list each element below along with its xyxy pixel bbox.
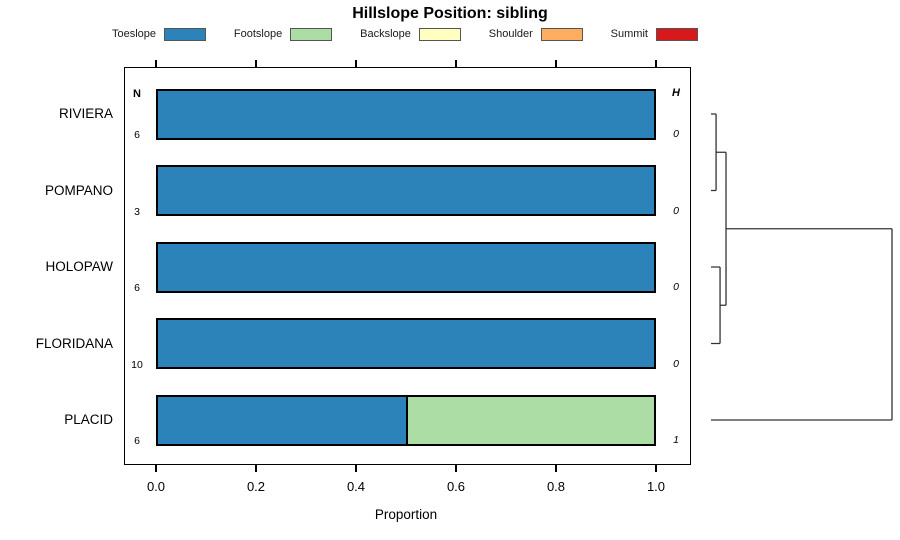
y-axis-label-floridana: FLORIDANA [35,335,113,351]
x-tick-top-0.8 [555,60,557,67]
x-tick-top-0.0 [155,60,157,67]
x-tick-bottom-0.6 [455,465,457,472]
h-value-floridana: 0 [673,357,679,370]
bar-segment-toeslope [158,396,406,444]
h-value-holopaw: 0 [673,281,679,293]
x-tick-top-1.0 [655,60,657,67]
bar-segment-footslope [406,396,654,444]
h-column-header: H [672,87,680,99]
bar-segment-toeslope [158,167,654,214]
legend-entry-backslope: Backslope [360,27,461,41]
h-value-riviera: 0 [673,128,679,140]
x-tick-bottom-1.0 [655,465,657,472]
n-value-riviera: 6 [134,129,140,141]
legend-swatch-shoulder [540,27,583,41]
legend-entry-toeslope: Toeslope [112,27,207,41]
dendrogram-lines [711,113,893,421]
bar-placid [156,394,656,446]
legend-swatch-backslope [418,27,461,41]
legend-swatch-footslope [290,27,333,41]
bar-pompano [156,165,656,216]
x-tick-bottom-0.8 [555,465,557,472]
legend-entry-footslope: Footslope [233,27,333,41]
bar-segment-toeslope [158,90,654,138]
x-tick-bottom-0.0 [155,465,157,472]
n-value-placid: 6 [134,435,140,447]
legend-swatch-toeslope [164,27,207,41]
x-tick-label-0.6: 0.6 [446,479,466,494]
n-column-header: N [133,88,141,100]
x-tick-label-0.4: 0.4 [346,479,366,494]
x-tick-label-1.0: 1.0 [646,479,666,494]
legend-swatch-summit [655,27,698,41]
bar-riviera [156,88,656,140]
x-tick-label-0.0: 0.0 [146,479,166,494]
x-tick-top-0.4 [355,60,357,67]
x-tick-label-0.8: 0.8 [546,479,566,494]
bar-holopaw [156,241,656,293]
y-axis-label-holopaw: HOLOPAW [45,259,113,274]
x-tick-bottom-0.2 [255,465,257,472]
chart-title: Hillslope Position: sibling [352,5,548,22]
bar-segment-toeslope [158,243,654,291]
x-axis-title: Proportion [374,507,438,522]
n-value-floridana: 10 [131,358,143,371]
legend-label: Shoulder [488,28,533,40]
bar-segment-toeslope [158,320,654,367]
legend-label: Backslope [360,28,411,40]
y-axis-label-riviera: RIVIERA [58,106,113,121]
legend-entry-shoulder: Shoulder [488,27,583,41]
x-tick-top-0.2 [255,60,257,67]
y-axis-label-pompano: POMPANO [44,182,113,198]
h-value-placid: 1 [673,434,679,446]
x-tick-label-0.2: 0.2 [246,479,266,494]
legend-label: Toeslope [112,28,157,40]
legend: Toeslope Footslope Backslope Shoulder Summit [112,26,698,42]
y-axis-label-placid: PLACID [64,412,113,427]
bar-floridana [156,318,656,369]
h-value-pompano: 0 [673,204,679,217]
legend-entry-summit: Summit [610,27,698,41]
x-tick-bottom-0.4 [355,465,357,472]
legend-label: Summit [610,28,648,40]
n-value-pompano: 3 [134,205,140,218]
legend-label: Footslope [233,28,283,40]
n-value-holopaw: 6 [134,282,140,294]
x-tick-top-0.6 [455,60,457,67]
